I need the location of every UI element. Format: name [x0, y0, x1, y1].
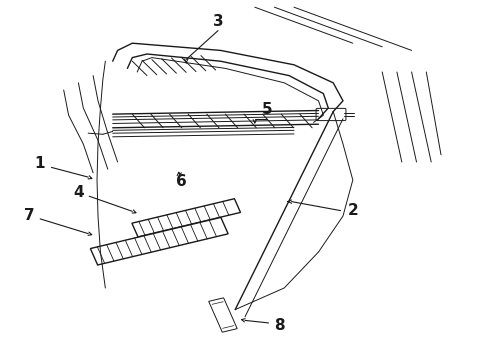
Text: 5: 5 — [262, 102, 272, 117]
Text: 1: 1 — [34, 156, 45, 171]
Text: 3: 3 — [213, 14, 223, 29]
Text: 2: 2 — [347, 203, 358, 218]
Polygon shape — [132, 199, 241, 237]
Polygon shape — [90, 217, 228, 265]
Text: 8: 8 — [274, 318, 285, 333]
Text: 7: 7 — [24, 208, 35, 224]
Text: 6: 6 — [176, 174, 187, 189]
Text: 4: 4 — [73, 185, 84, 200]
Polygon shape — [209, 298, 237, 332]
FancyBboxPatch shape — [316, 108, 346, 121]
